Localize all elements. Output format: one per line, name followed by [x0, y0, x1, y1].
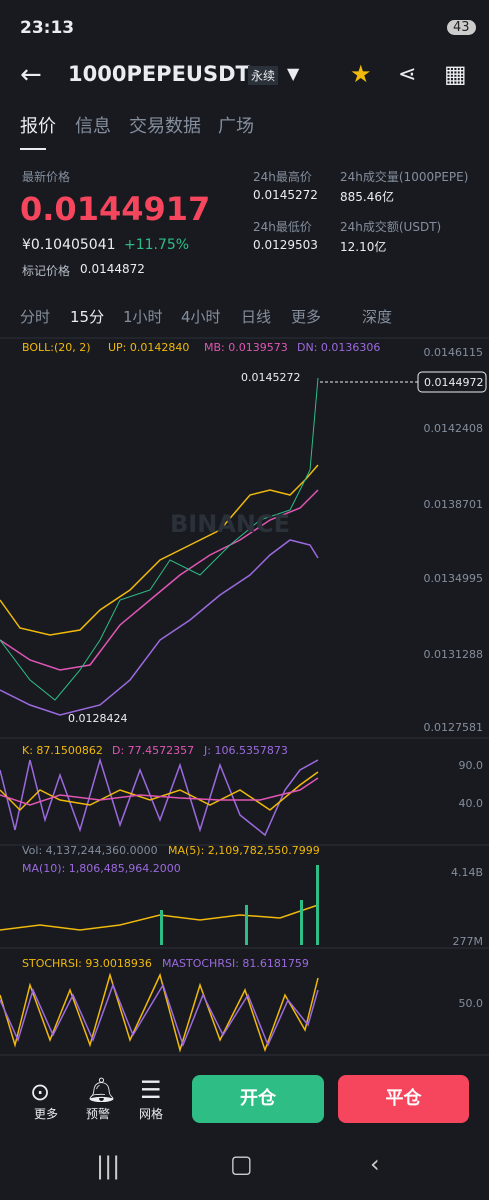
kdj-axis: 90.0	[458, 759, 484, 772]
alert-icon[interactable]: 🔔︎	[86, 1076, 117, 1104]
open-button[interactable]: 开仓	[192, 1075, 324, 1123]
interval[interactable]: 日线	[241, 308, 272, 326]
stochrsi: STOCHRSI: 93.0018936	[22, 957, 152, 970]
boll-label: BOLL:(20, 2)	[22, 341, 91, 354]
tool-label[interactable]: 更多	[34, 1107, 59, 1121]
price-axis-label: 0.0146115	[423, 346, 484, 359]
interval[interactable]: 深度	[362, 308, 393, 326]
watermark: BINANCE	[170, 510, 290, 538]
boll-up: UP: 0.0142840	[108, 341, 190, 354]
tab[interactable]: 信息	[75, 116, 111, 137]
boll-mb: MB: 0.0139573	[204, 341, 288, 354]
stochrsi-ma: MASTOCHRSI: 81.6181759	[162, 957, 309, 970]
boll-dn: DN: 0.0136306	[297, 341, 381, 354]
low-marker: 0.0128424	[68, 712, 128, 725]
price-label: 最新价格	[22, 170, 71, 184]
interval[interactable]: 4小时	[181, 308, 221, 326]
mark-price: 0.0144872	[80, 262, 145, 276]
kdj-axis: 40.0	[458, 797, 484, 810]
stat-value: 12.10亿	[340, 240, 387, 254]
close-button[interactable]: 平仓	[338, 1075, 469, 1123]
stat-label: 24h最低价	[253, 220, 312, 234]
nav-recent[interactable]: |||	[96, 1152, 121, 1180]
high-marker: 0.0145272	[241, 371, 301, 384]
kdj-j: J: 106.5357873	[204, 744, 288, 757]
interval[interactable]: 更多	[291, 308, 322, 326]
grid-icon[interactable]: ☰	[140, 1076, 162, 1104]
change: +11.75%	[124, 237, 190, 253]
kdj-d: D: 77.4572357	[112, 744, 195, 757]
tab[interactable]: 广场	[218, 116, 254, 137]
nav-home[interactable]: ▢	[230, 1150, 253, 1178]
price-axis-label: 0.0127581	[423, 721, 484, 734]
price-axis-label: 0.0138701	[423, 498, 484, 511]
stat-value: 885.46亿	[340, 190, 394, 204]
stochrsi-axis: 50.0	[458, 997, 484, 1010]
contract-tag: 永续	[248, 66, 279, 85]
last-price: 0.0144917	[20, 190, 211, 228]
favorite[interactable]: ★	[350, 60, 372, 88]
vol-ma10: MA(10): 1,806,485,964.2000	[22, 862, 181, 875]
tab-indicator	[20, 148, 46, 150]
tab[interactable]: 报价	[20, 116, 56, 137]
vol-axis: 4.14B	[450, 866, 483, 879]
interval[interactable]: 1小时	[123, 308, 163, 326]
stat-label: 24h成交额(USDT)	[340, 220, 442, 234]
status-time: 23:13	[20, 18, 75, 38]
stat-label: 24h成交量(1000PEPE)	[340, 170, 469, 184]
price-axis-label: 0.0131288	[423, 648, 484, 661]
price-axis-label: 0.0134995	[423, 572, 484, 585]
more-icon[interactable]: ⊙	[30, 1078, 51, 1106]
stat-label: 24h最高价	[253, 170, 312, 184]
dropdown[interactable]: ▼	[287, 64, 300, 83]
cny-price: ¥0.10405041	[22, 237, 116, 253]
interval[interactable]: 15分	[70, 308, 105, 326]
mark-label: 标记价格	[22, 264, 71, 278]
kdj-k: K: 87.1500862	[22, 744, 103, 757]
current-price: 0.0144972	[424, 376, 484, 389]
price-axis-label: 0.0142408	[423, 422, 484, 435]
nav-back[interactable]: ‹	[370, 1150, 380, 1178]
tool-label[interactable]: 预警	[86, 1107, 111, 1121]
back-button[interactable]: ←	[20, 60, 42, 90]
vol: Vol: 4,137,244,360.0000	[22, 844, 158, 857]
battery: 43	[447, 20, 476, 35]
tab[interactable]: 交易数据	[129, 116, 201, 137]
vol-ma5: MA(5): 2,109,782,550.7999	[168, 844, 320, 857]
stat-value: 0.0129503	[253, 238, 318, 252]
tool-label[interactable]: 网格	[139, 1107, 164, 1121]
symbol[interactable]: 1000PEPEUSDT	[68, 62, 250, 86]
share[interactable]: ⋖	[398, 62, 417, 87]
stat-value: 0.0145272	[253, 188, 318, 202]
interval[interactable]: 分时	[20, 308, 51, 326]
vol-axis: 277M	[452, 935, 484, 948]
grid-menu[interactable]: ▦	[444, 60, 467, 88]
